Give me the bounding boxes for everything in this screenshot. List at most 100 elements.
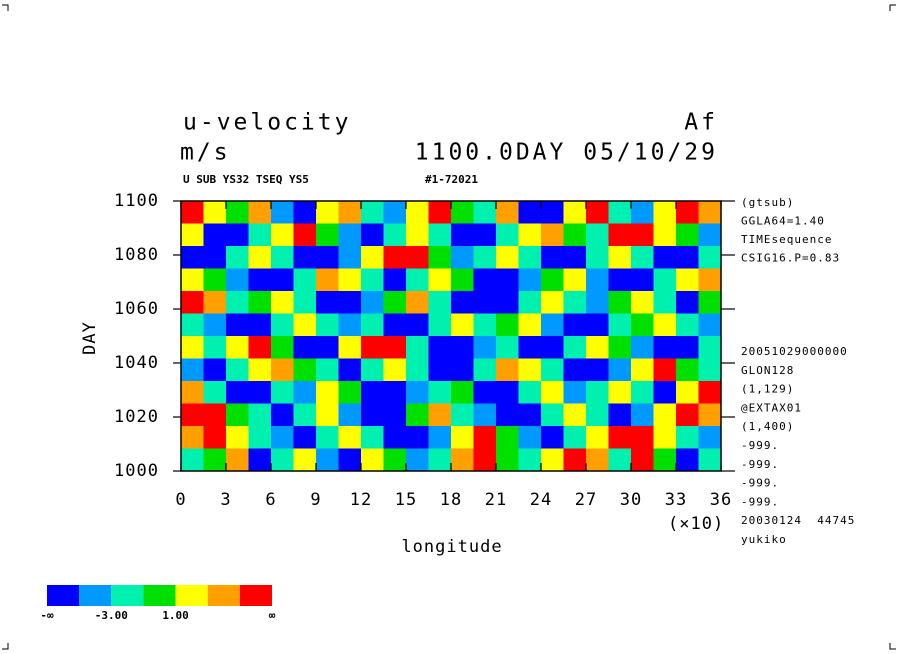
cell (361, 426, 384, 449)
cell (271, 201, 294, 224)
cell (316, 313, 339, 337)
cell (586, 223, 609, 247)
cell (541, 201, 564, 224)
info-text: -999. (741, 458, 779, 471)
colorbar-swatch (111, 585, 144, 606)
cell (631, 336, 654, 359)
cell (631, 291, 654, 314)
cell (248, 313, 272, 337)
cell (676, 448, 699, 472)
cell (203, 358, 227, 382)
cell (428, 268, 452, 292)
cell (518, 223, 542, 247)
cell (496, 426, 519, 449)
cell (541, 448, 564, 472)
x-tick-label: 9 (310, 490, 321, 510)
cell (293, 268, 317, 292)
cell (406, 448, 429, 472)
cell (316, 223, 339, 247)
cell (428, 291, 452, 314)
cell (653, 358, 677, 382)
info-text: 20051029000000 (741, 345, 848, 358)
x-tick-label: 0 (175, 490, 186, 510)
cell (338, 268, 362, 292)
cell (698, 223, 722, 247)
cell (181, 403, 204, 427)
info-text: CSIG16.P=0.83 (741, 252, 840, 265)
cell (563, 313, 587, 337)
cell (541, 223, 564, 247)
cell (676, 291, 699, 314)
colorbar-swatch (207, 585, 240, 606)
cell (518, 246, 542, 269)
cell (473, 223, 497, 247)
info-text: (gtsub) (741, 196, 794, 209)
cell (226, 246, 249, 269)
cell (473, 426, 497, 449)
cell (653, 313, 677, 337)
cell (226, 291, 249, 314)
cell (383, 358, 407, 382)
cell (316, 358, 339, 382)
cell (631, 223, 654, 247)
cell (473, 403, 497, 427)
cell (316, 336, 339, 359)
cell (496, 246, 519, 269)
cell (316, 426, 339, 449)
cell (248, 381, 272, 404)
cell (271, 246, 294, 269)
cell (518, 291, 542, 314)
cell (248, 403, 272, 427)
cell (271, 223, 294, 247)
cell (181, 358, 204, 382)
cell (653, 426, 677, 449)
y-tick-label: 1040 (114, 353, 159, 373)
cell (406, 336, 429, 359)
cell (518, 336, 542, 359)
cell (338, 246, 362, 269)
colorbar-swatch (79, 585, 112, 606)
cell (203, 268, 227, 292)
cell (586, 291, 609, 314)
cell (473, 358, 497, 382)
cell (271, 313, 294, 337)
colorbar-label: -∞ (40, 609, 54, 622)
cell (563, 223, 587, 247)
cell (383, 268, 407, 292)
info-text: yukiko (741, 533, 787, 546)
cell (406, 381, 429, 404)
cell (406, 268, 429, 292)
cell (361, 268, 384, 292)
cell (563, 403, 587, 427)
cell (181, 336, 204, 359)
cell (181, 201, 204, 224)
cell (676, 313, 699, 337)
cell (203, 381, 227, 404)
cell (428, 358, 452, 382)
cell (676, 426, 699, 449)
x-tick-label: 15 (395, 490, 417, 510)
cell (698, 291, 722, 314)
cell (451, 291, 474, 314)
cell (608, 201, 632, 224)
cell (406, 313, 429, 337)
cell (203, 291, 227, 314)
cell (473, 336, 497, 359)
cell (226, 403, 249, 427)
cell (226, 381, 249, 404)
corner-marks (2, 4, 896, 650)
x-scale-label: (×10) (668, 514, 724, 534)
cell (203, 403, 227, 427)
cell (608, 313, 632, 337)
cell (271, 336, 294, 359)
cell (248, 246, 272, 269)
cell (608, 448, 632, 472)
cell (586, 246, 609, 269)
info-text: 20030124 44745 (741, 514, 855, 527)
cell (676, 201, 699, 224)
x-tick-label: 36 (710, 490, 732, 510)
cell (698, 313, 722, 337)
cell (203, 201, 227, 224)
cell (271, 268, 294, 292)
cell (181, 291, 204, 314)
